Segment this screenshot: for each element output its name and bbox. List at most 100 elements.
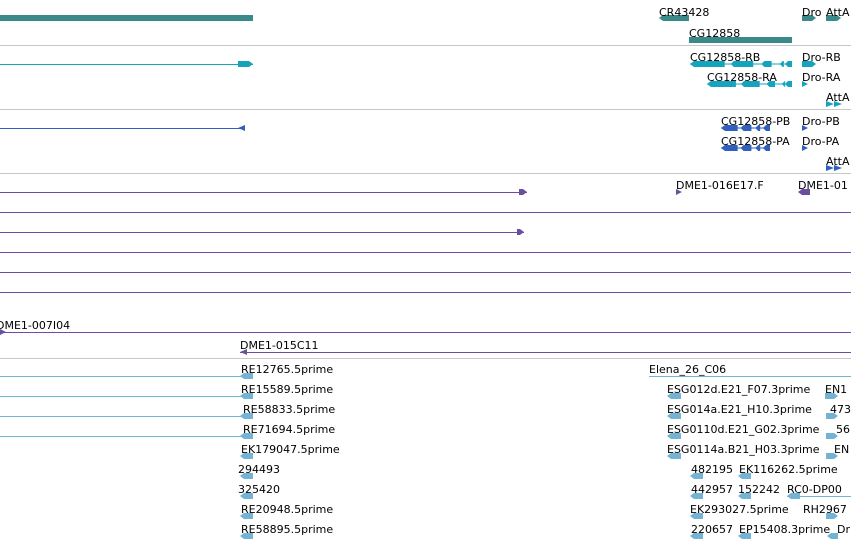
feature[interactable]: 442957: [690, 483, 733, 499]
feature-arrow-right[interactable]: [826, 453, 838, 459]
feature-arrow-left[interactable]: [659, 15, 689, 21]
exon-block[interactable]: [721, 145, 738, 151]
feature-arrow-left[interactable]: [787, 493, 800, 499]
exon-block[interactable]: [785, 81, 792, 87]
feature-label[interactable]: Elena_26_C06: [649, 363, 726, 376]
feature[interactable]: EK116262.5prime: [738, 463, 838, 479]
feature[interactable]: RC0-DP00: [787, 483, 851, 499]
feature[interactable]: 482195: [690, 463, 733, 479]
feature-label[interactable]: DME1-016E17.F: [676, 179, 764, 192]
feature-triangle[interactable]: [834, 101, 842, 107]
feature[interactable]: Dro-PA: [802, 135, 840, 151]
feature-arrow-left[interactable]: [240, 453, 253, 459]
feature-triangle[interactable]: [802, 125, 808, 131]
feature-bar[interactable]: [689, 37, 792, 43]
feature[interactable]: [0, 125, 245, 131]
exon-block[interactable]: [755, 145, 761, 151]
feature[interactable]: EP15408.3prime: [738, 523, 830, 539]
feature-label[interactable]: EN: [834, 443, 849, 456]
feature-label[interactable]: Dr: [837, 523, 850, 536]
feature[interactable]: Dro-RA: [802, 71, 841, 87]
feature-label[interactable]: RE58895.5prime: [241, 523, 333, 536]
feature[interactable]: 325420: [238, 483, 280, 499]
feature-triangle[interactable]: [826, 165, 834, 171]
feature[interactable]: 473: [826, 403, 851, 419]
feature-label[interactable]: Dro: [802, 6, 822, 19]
feature[interactable]: CG12858-PB: [721, 115, 790, 131]
feature[interactable]: CG12858-RA: [707, 71, 792, 87]
feature[interactable]: Dr: [827, 523, 850, 539]
feature[interactable]: CG12858-PA: [721, 135, 790, 151]
feature-arrow-left[interactable]: [738, 473, 751, 479]
feature[interactable]: 152242: [738, 483, 780, 499]
feature-label[interactable]: AttA: [826, 6, 850, 19]
feature[interactable]: RE58833.5prime: [0, 403, 335, 419]
feature-arrow-right[interactable]: [825, 393, 838, 399]
feature[interactable]: RE20948.5prime: [240, 503, 333, 519]
feature-label[interactable]: 473: [830, 403, 851, 416]
feature[interactable]: AttA: [826, 155, 850, 171]
feature[interactable]: 220657: [690, 523, 733, 539]
exon-block[interactable]: [781, 81, 786, 87]
feature-label[interactable]: EK293027.5prime: [690, 503, 789, 516]
feature-arrow-left[interactable]: [690, 473, 703, 479]
feature-arrow-left[interactable]: [240, 393, 253, 399]
exon-block[interactable]: [766, 81, 776, 87]
feature[interactable]: EK293027.5prime: [690, 503, 789, 519]
feature-label[interactable]: RH2967: [803, 503, 847, 516]
feature[interactable]: Dro: [802, 6, 822, 21]
feature[interactable]: Elena_26_C06: [649, 363, 851, 377]
feature-arrow-left[interactable]: [667, 433, 681, 439]
feature[interactable]: [0, 189, 527, 195]
exon-block[interactable]: [690, 61, 725, 67]
feature-label[interactable]: CG12858-PA: [721, 135, 790, 148]
exon-block[interactable]: [763, 145, 770, 151]
feature-arrow-left[interactable]: [240, 373, 253, 379]
feature-arrow-left[interactable]: [827, 533, 838, 539]
feature-arrow-right[interactable]: [826, 15, 841, 21]
feature-label[interactable]: AttA: [826, 91, 850, 104]
exon-block[interactable]: [755, 125, 761, 131]
feature[interactable]: CR43428: [659, 6, 709, 21]
feature[interactable]: EN1: [825, 383, 847, 399]
exon-block[interactable]: [740, 125, 752, 131]
feature-arrow-left[interactable]: [240, 433, 253, 439]
feature[interactable]: EN: [826, 443, 849, 459]
feature-label[interactable]: RE12765.5prime: [241, 363, 333, 376]
exon-block[interactable]: [741, 81, 760, 87]
protein-track[interactable]: CG12858-PB Dro-PB CG12858-PA Dro-PA AttA: [0, 115, 851, 174]
feature-label[interactable]: EK179047.5prime: [241, 443, 340, 456]
exon-block[interactable]: [779, 61, 784, 67]
feature[interactable]: CG12858-RB: [690, 51, 792, 67]
feature-arrow-left[interactable]: [240, 413, 253, 419]
feature[interactable]: EK179047.5prime: [240, 443, 340, 459]
feature-label[interactable]: ESG0110d.E21_G02.3prime: [667, 423, 820, 436]
feature-arrow-right[interactable]: [826, 413, 838, 419]
exon-block[interactable]: [785, 61, 792, 67]
exon-block[interactable]: [763, 125, 770, 131]
feature-label[interactable]: Dro-RB: [802, 51, 841, 64]
feature-label[interactable]: RC0-DP00: [787, 483, 842, 496]
feature-label[interactable]: CG12858-PB: [721, 115, 790, 128]
feature-label[interactable]: ESG014a.E21_H10.3prime: [667, 403, 812, 416]
feature[interactable]: [0, 15, 253, 21]
exon-block[interactable]: [721, 125, 738, 131]
feature-label[interactable]: CG12858-RB: [690, 51, 760, 64]
feature[interactable]: AttA: [826, 91, 850, 107]
feature-arrow-left[interactable]: [690, 513, 703, 519]
feature-label[interactable]: EN1: [825, 383, 847, 396]
feature[interactable]: RH2967: [803, 503, 847, 519]
exon-block[interactable]: [740, 145, 752, 151]
feature-arrow-left[interactable]: [798, 189, 810, 195]
feature-label[interactable]: 442957: [691, 483, 733, 496]
feature-arrow-right[interactable]: [826, 433, 838, 439]
exon-block[interactable]: [730, 61, 754, 67]
feature-arrow-right[interactable]: [802, 15, 816, 21]
feature-triangle[interactable]: [676, 189, 682, 195]
feature-arrow-right[interactable]: [519, 189, 527, 195]
feature[interactable]: ESG0110d.E21_G02.3prime: [667, 423, 820, 439]
feature-label[interactable]: Dro-PB: [802, 115, 840, 128]
feature-label[interactable]: CG12858-RA: [707, 71, 777, 84]
feature-label[interactable]: Dro-RA: [802, 71, 841, 84]
